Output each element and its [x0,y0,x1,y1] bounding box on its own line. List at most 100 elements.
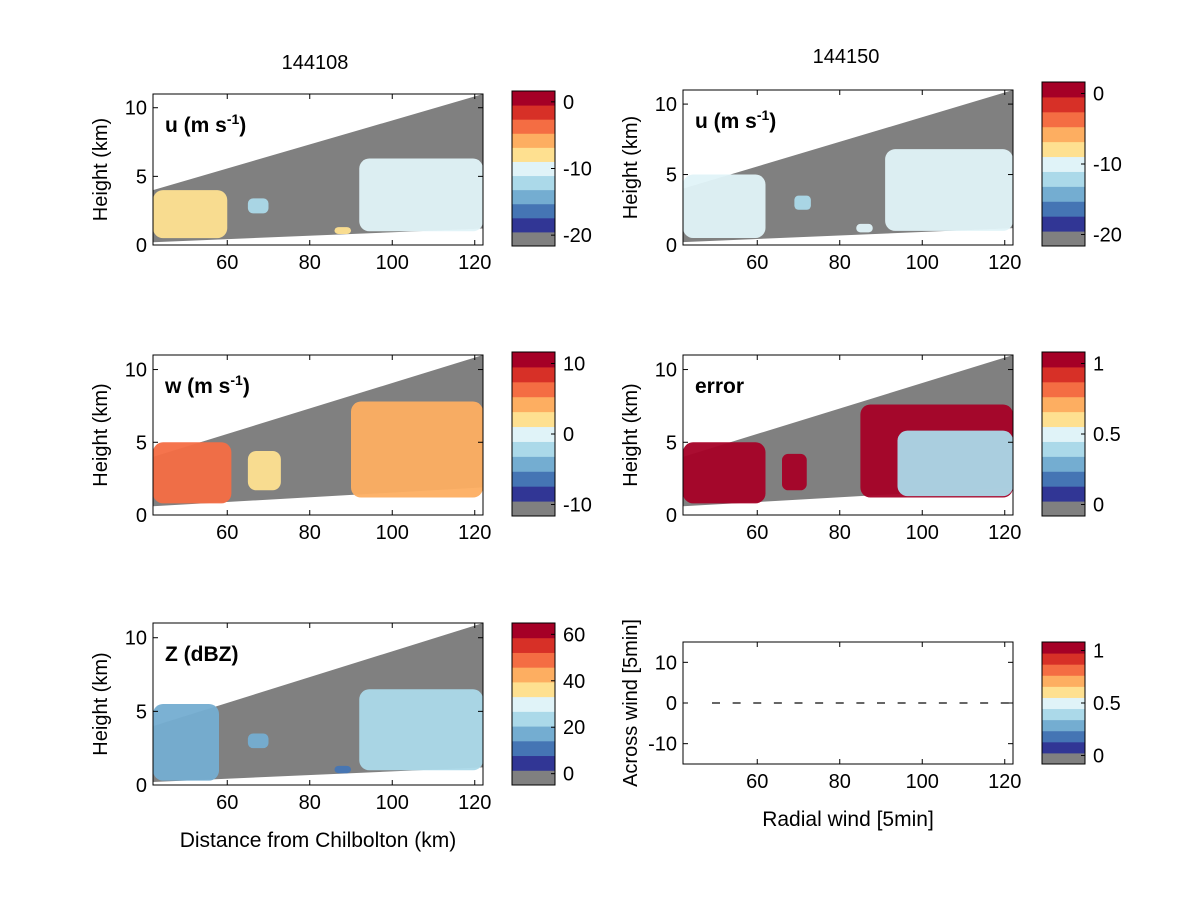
x-tick-label: 60 [746,771,768,793]
y-tick-label: 10 [125,628,147,650]
colorbar-swatch [1042,216,1085,232]
colorbar-swatch [1042,366,1085,383]
colorbar-swatch [1042,352,1085,368]
x-tick-label: 100 [376,522,409,544]
colorbar: 0 -10 -20 [1041,81,1122,247]
colorbar-swatch [1042,171,1085,187]
panel-annotation: w (m s-1) [164,372,250,398]
colorbar-swatch [512,119,555,134]
colorbar-swatch [1042,231,1085,247]
colorbar-swatch [1042,111,1085,128]
colorbar-tick-label: 0 [563,424,574,446]
colorbar-swatch [512,501,555,517]
data-region [683,174,766,238]
x-tick-label: 60 [746,252,768,274]
data-region [153,442,232,504]
colorbar-swatch [512,426,555,442]
colorbar: 10.50 [1041,351,1121,517]
y-tick-label: 5 [666,165,677,187]
colorbar-swatch [512,711,555,727]
axes-frame [152,93,484,246]
colorbar-swatch [1042,186,1085,202]
x-tick-label: 80 [829,252,851,274]
data-region [334,227,351,235]
x-tick-label: 80 [829,522,851,544]
colorbar-swatch [512,770,555,786]
colorbar-tick-label: -10 [563,495,592,517]
panel-z-144108: 60 80 100 120 0 5 10 Height (km) Distance from C… [90,622,585,852]
x-tick-label: 120 [458,252,491,274]
axes-frame [152,354,484,516]
colorbar-swatch [512,133,555,148]
x-tick-label: 80 [829,771,851,793]
colorbar-swatch [512,91,555,106]
colorbar-swatch [512,740,555,757]
y-tick-label: 10 [655,360,677,382]
y-tick-label: -10 [648,734,677,756]
x-tick-label: 120 [988,252,1021,274]
colorbar-swatch [1042,396,1085,413]
colorbar-tick-label: 0 [563,92,574,114]
panel-annotation: Z (dBZ) [165,643,238,666]
colorbar-swatch [512,352,555,368]
colorbar-swatch [512,471,555,487]
data-region [247,451,281,491]
colorbar-swatch [512,366,555,383]
y-axis-label: Height (km) [90,118,112,221]
colorbar-tick-label: 1 [1093,641,1104,663]
colorbar-swatch [512,411,555,428]
colorbar-swatch [1042,642,1085,654]
data-region [153,704,219,781]
colorbar-swatch [512,755,555,771]
data-region [351,401,483,498]
colorbar-swatch [1042,664,1085,676]
colorbar-swatch [1042,730,1085,743]
colorbar-swatch [1042,675,1085,687]
colorbar-tick-label: 0 [1093,495,1104,517]
colorbar-swatch [512,456,555,472]
y-tick-label: 0 [666,693,677,715]
colorbar-swatch [1042,653,1085,665]
panel-title-left: 144108 [281,52,349,74]
data-region [359,689,483,771]
y-axis-label: Height (km) [620,116,642,219]
y-axis-label: Height (km) [620,383,642,486]
data-region [856,223,873,233]
colorbar-swatch [512,623,555,639]
colorbar-tick-label: -10 [563,159,592,181]
x-tick-label: 80 [299,792,321,814]
panel-u-144108: 60 80 100 120 0 5 10 Height (km) u (m s-1) 0 -10 -2… [90,90,592,274]
colorbar-tick-label: 10 [563,353,585,375]
scan-wedge-group [683,355,1013,507]
scan-wedge-group [153,94,483,243]
colorbar-tick-label: 1 [1093,353,1104,375]
colorbar-swatch [1042,201,1085,217]
colorbar-swatch [1042,82,1085,98]
colorbar-swatch [1042,126,1085,143]
colorbar-swatch [512,189,555,205]
y-tick-label: 0 [666,505,677,527]
y-tick-label: 0 [136,505,147,527]
x-tick-label: 100 [906,522,939,544]
colorbar-swatch [512,161,555,177]
data-region [885,149,1013,231]
scan-wedge-group [683,90,1013,243]
x-tick-label: 120 [458,792,491,814]
colorbar-tick-label: 0 [1093,83,1104,105]
colorbar-swatch [1042,471,1085,487]
colorbar-tick-label: 20 [563,717,585,739]
colorbar-swatch [512,203,555,219]
colorbar-swatch [512,652,555,668]
scan-wedge-group [153,623,483,783]
x-axis-label: Radial wind [5min] [762,808,934,831]
x-tick-label: 120 [988,522,1021,544]
data-region [334,765,351,774]
panel-annotation: u (m s-1) [695,107,776,133]
colorbar-swatch [1042,456,1085,472]
colorbar-swatch [1042,501,1085,517]
x-tick-label: 60 [216,522,238,544]
x-tick-label: 60 [216,792,238,814]
x-axis-label: Distance from Chilbolton (km) [180,829,457,852]
colorbar-swatch [512,726,555,742]
